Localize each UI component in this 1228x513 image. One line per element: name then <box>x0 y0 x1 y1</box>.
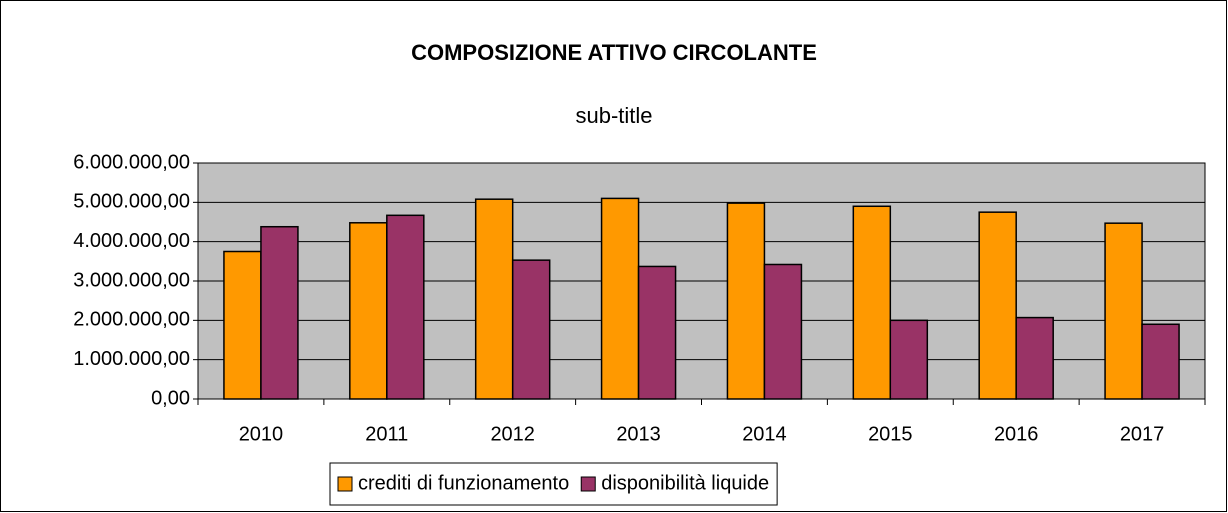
x-tick-label: 2017 <box>1120 423 1165 445</box>
bar <box>349 222 388 400</box>
legend-swatch <box>337 476 353 492</box>
y-tick-label: 2.000.000,00 <box>73 309 190 331</box>
bar <box>600 197 640 400</box>
bar <box>511 259 551 400</box>
y-tick-label: 4.000.000,00 <box>73 230 190 252</box>
y-tick-label: 6.000.000,00 <box>73 151 190 173</box>
bar <box>763 263 803 400</box>
bar <box>260 225 299 400</box>
bar <box>978 211 1017 400</box>
x-tick-label: 2010 <box>239 423 284 445</box>
bar <box>223 250 262 400</box>
y-tick-label: 5.000.000,00 <box>73 191 190 213</box>
bar <box>637 265 677 400</box>
x-tick-label: 2015 <box>868 423 913 445</box>
legend <box>329 462 778 506</box>
bar <box>1141 323 1180 400</box>
bar <box>474 198 514 400</box>
bar <box>386 214 425 400</box>
y-tick-label: 3.000.000,00 <box>73 269 190 291</box>
x-tick-label: 2011 <box>365 423 408 445</box>
chart-subtitle: sub-title <box>575 103 652 128</box>
x-tick-label: 2012 <box>490 423 535 445</box>
y-tick-label: 1.000.000,00 <box>73 348 190 370</box>
chart-title: COMPOSIZIONE ATTIVO CIRCOLANTE <box>411 40 817 65</box>
bar <box>726 202 766 400</box>
x-tick-label: 2013 <box>616 423 661 445</box>
legend-label: disponibilità liquide <box>601 472 769 494</box>
y-tick-label: 0,00 <box>151 387 190 409</box>
legend-swatch <box>580 476 596 492</box>
bar <box>1015 316 1054 400</box>
bar <box>1104 222 1143 400</box>
x-tick-label: 2016 <box>994 423 1039 445</box>
legend-label: crediti di funzionamento <box>358 472 569 494</box>
bar <box>889 319 929 400</box>
bar <box>852 205 892 400</box>
x-tick-label: 2014 <box>742 423 787 445</box>
